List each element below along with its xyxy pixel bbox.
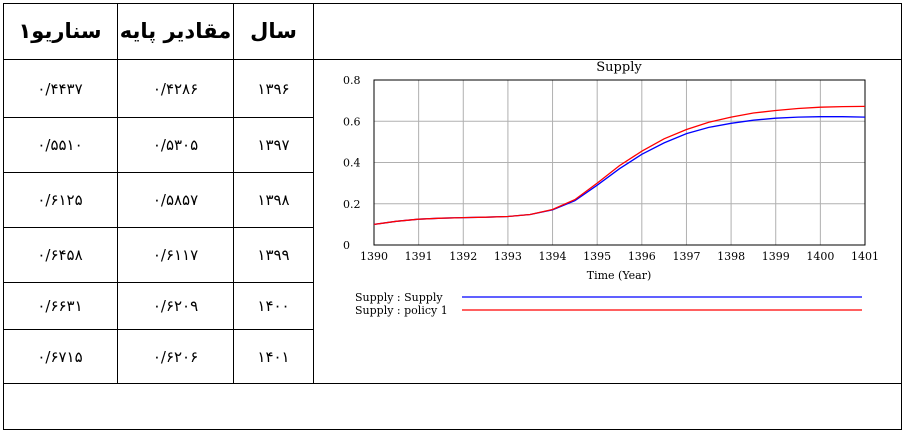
cell-base: ۰/۴۲۸۶ [152,79,199,98]
x-tick-label: 1394 [539,250,567,263]
column-divider [117,3,118,383]
row-divider [3,117,313,118]
y-tick-label: 0.4 [343,157,361,170]
column-divider [233,3,234,383]
column-divider [313,3,314,383]
cell-year: ۱۴۰۰ [257,297,290,315]
x-tick-label: 1398 [717,250,745,263]
cell-base: ۰/۶۲۰۹ [152,297,199,315]
y-tick-label: 0 [343,239,350,252]
chart-title: Supply [596,60,642,75]
row-divider [3,172,313,173]
cell-scenario: ۰/۶۱۲۵ [37,191,83,209]
cell-scenario: ۰/۶۷۱۵ [37,347,83,366]
cell-scenario: ۰/۴۴۳۷ [37,79,83,98]
series-line-1 [373,105,866,226]
x-tick-label: 1399 [762,250,790,263]
header-scenario: سناریو۱ [18,19,102,43]
x-tick-label: 1392 [449,250,477,263]
x-tick-label: 1393 [494,250,522,263]
header-base-values: مقادیر پایه [119,19,232,43]
legend-label: Supply : Supply [355,291,443,304]
x-tick-label: 1400 [806,250,834,263]
cell-year: ۱۴۰۱ [257,347,290,366]
x-tick-label: 1395 [583,250,611,263]
row-divider [3,329,313,330]
x-tick-label: 1390 [360,250,388,263]
cell-year: ۱۳۹۹ [257,246,290,264]
y-tick-label: 0.6 [343,115,361,128]
x-tick-label: 1391 [405,250,433,263]
row-divider [3,227,313,228]
cell-base: ۰/۶۲۰۶ [152,347,199,366]
x-axis-label: Time (Year) [587,269,652,282]
header-year: سال [250,19,297,43]
cell-base: ۰/۵۳۰۵ [152,136,199,154]
y-tick-label: 0.8 [343,74,361,87]
cell-base: ۰/۵۸۵۷ [152,191,199,209]
cell-year: ۱۳۹۷ [257,136,290,154]
row-divider [3,282,313,283]
cell-year: ۱۳۹۸ [257,191,290,209]
cell-scenario: ۰/۶۶۳۱ [37,297,83,315]
series-line-0 [373,116,866,226]
plot-area [373,79,866,246]
cell-scenario: ۰/۶۴۵۸ [37,246,83,264]
legend-label: Supply : policy 1 [355,304,448,317]
cell-base: ۰/۶۱۱۷ [152,246,199,264]
header-divider [3,59,902,60]
cell-year: ۱۳۹۶ [257,79,290,98]
x-tick-label: 1401 [851,250,879,263]
y-tick-label: 0.2 [343,198,361,211]
table-bottom-line [3,383,902,384]
x-tick-label: 1396 [628,250,656,263]
cell-scenario: ۰/۵۵۱۰ [37,136,83,154]
x-tick-label: 1397 [672,250,700,263]
page-frame [3,3,902,430]
